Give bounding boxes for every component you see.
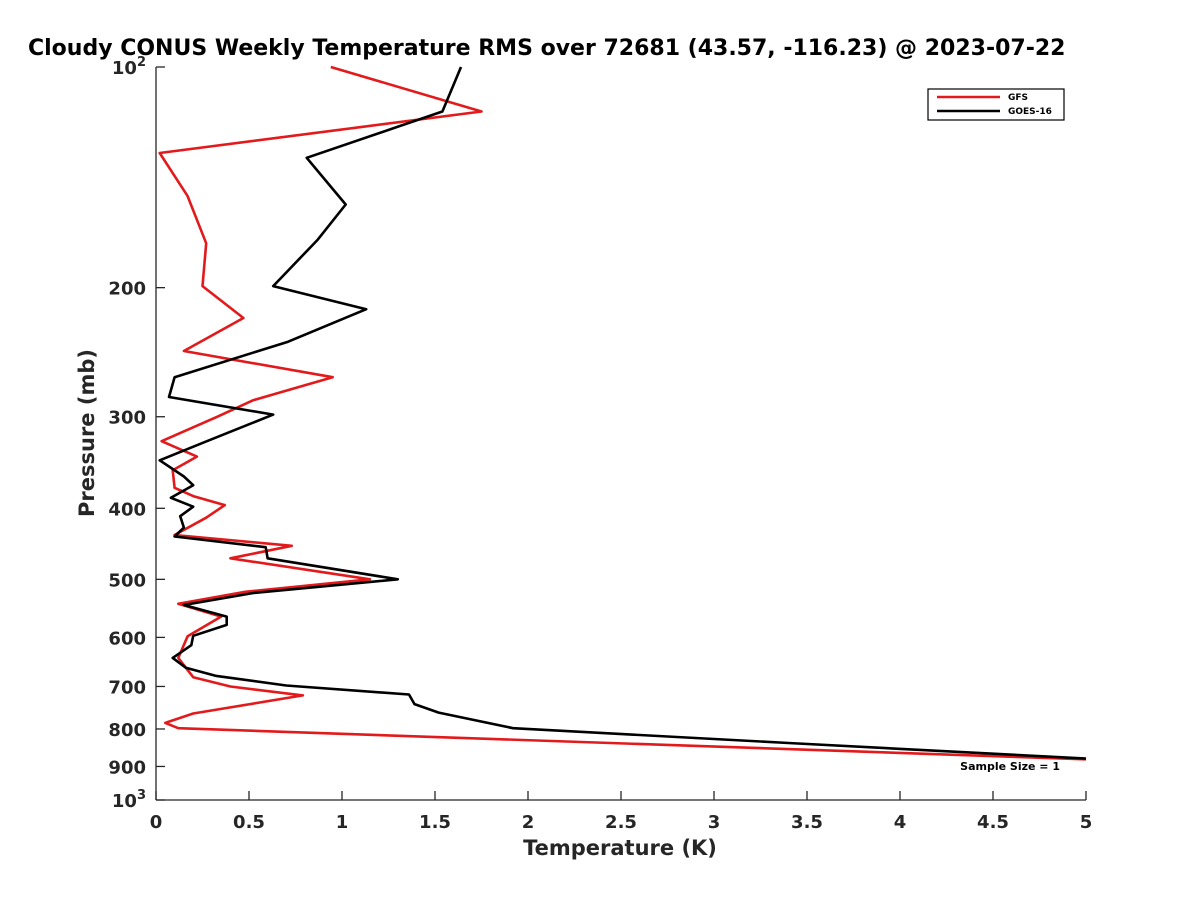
x-tick-label: 0 bbox=[150, 812, 163, 833]
series-layer bbox=[158, 65, 1087, 761]
x-tick-label: 1 bbox=[336, 812, 349, 833]
series-line-goes-16 bbox=[158, 66, 1087, 760]
x-tick-label: 0.5 bbox=[233, 812, 265, 833]
axes-layer: 0 0.5 1 1.5 2 2.5 3 3.5 4 4.5 5 102 200 300 400 500 600 7… bbox=[108, 55, 1092, 833]
x-tick-label: 3.5 bbox=[791, 812, 823, 833]
y-tick-label: 500 bbox=[108, 570, 146, 591]
x-tick-label: 2.5 bbox=[605, 812, 637, 833]
y-tick-label: 102 bbox=[112, 55, 146, 79]
chart-title: Cloudy CONUS Weekly Temperature RMS over… bbox=[28, 36, 1065, 61]
legend-label-goes-16: GOES-16 bbox=[1008, 107, 1052, 117]
y-tick-label: 200 bbox=[108, 279, 146, 300]
x-tick-label: 5 bbox=[1080, 812, 1093, 833]
y-tick-label: 400 bbox=[108, 499, 146, 520]
legend: GFS GOES-16 bbox=[927, 88, 1065, 121]
y-tick-label: 700 bbox=[108, 677, 146, 698]
y-tick-label: 600 bbox=[108, 628, 146, 649]
legend-box bbox=[927, 88, 1065, 121]
x-tick-label: 4.5 bbox=[977, 812, 1009, 833]
y-tick-label: 103 bbox=[112, 788, 146, 812]
series-line-gfs bbox=[158, 65, 1087, 761]
y-tick-label: 800 bbox=[108, 720, 146, 741]
x-axis-title: Temperature (K) bbox=[523, 836, 717, 860]
y-axis-title: Pressure (mb) bbox=[75, 349, 99, 517]
x-tick-label: 4 bbox=[894, 812, 907, 833]
legend-label-gfs: GFS bbox=[1008, 93, 1028, 103]
sample-size-annotation: Sample Size = 1 bbox=[960, 760, 1060, 773]
y-tick-label: 300 bbox=[108, 408, 146, 429]
x-tick-label: 3 bbox=[708, 812, 721, 833]
x-tick-label: 2 bbox=[522, 812, 535, 833]
y-tick-label: 900 bbox=[108, 757, 146, 778]
x-tick-label: 1.5 bbox=[419, 812, 451, 833]
